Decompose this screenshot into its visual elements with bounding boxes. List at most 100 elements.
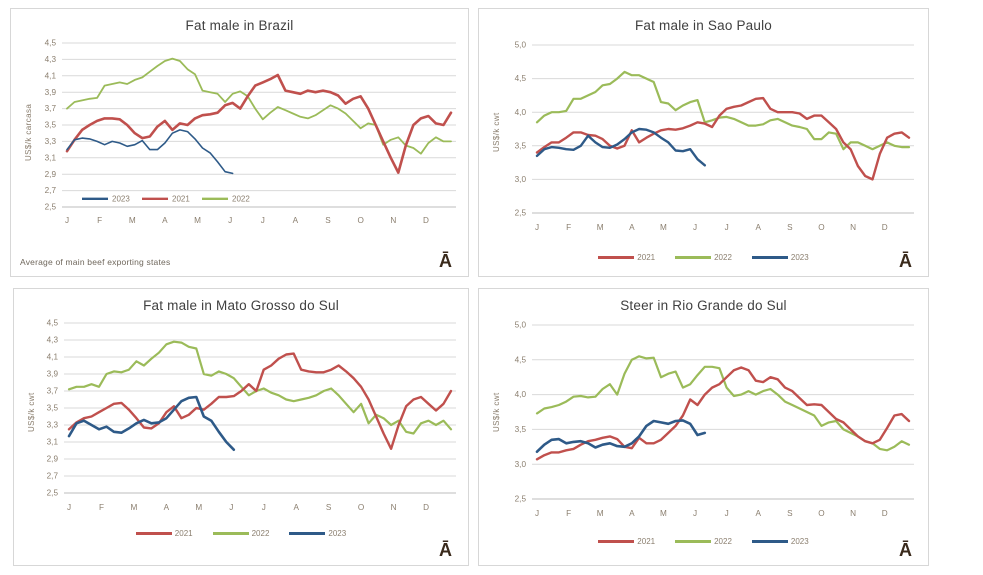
legend-label: 2023: [328, 528, 347, 538]
legend-label: 2023: [790, 252, 809, 262]
legend-label: 2023: [790, 536, 809, 546]
svg-text:D: D: [422, 216, 428, 225]
svg-text:S: S: [787, 223, 793, 232]
svg-text:2,9: 2,9: [44, 170, 56, 179]
logo-glyph: Ā: [899, 251, 912, 271]
svg-text:S: S: [787, 509, 793, 518]
legend-swatch-2021: [598, 539, 635, 543]
svg-text:O: O: [818, 223, 824, 232]
y-tick-labels: 2,5 2,7 2,9 3,1 3,3 3,5 3,7 3,9 4,1 4,3 4,5: [44, 39, 56, 212]
svg-text:J: J: [534, 509, 538, 518]
svg-text:2,5: 2,5: [514, 209, 526, 218]
svg-text:D: D: [423, 503, 429, 512]
svg-text:J: J: [262, 503, 266, 512]
svg-text:2021: 2021: [172, 194, 190, 203]
svg-text:2,7: 2,7: [47, 472, 59, 481]
y-axis-label: US$/k cwt: [492, 392, 501, 432]
chart-title-mato-grosso: Fat male in Mato Grosso do Sul: [143, 298, 339, 313]
series-2021-line: [535, 96, 910, 181]
svg-text:2,9: 2,9: [47, 455, 59, 464]
svg-text:3,0: 3,0: [514, 175, 526, 184]
legend-label: 2021: [637, 536, 656, 546]
svg-text:M: M: [195, 503, 202, 512]
svg-text:5,0: 5,0: [514, 321, 526, 330]
legend-item-2023: 2023: [289, 529, 346, 538]
svg-text:3,5: 3,5: [514, 425, 526, 434]
legend-swatch-2023: [289, 531, 326, 535]
svg-text:M: M: [194, 216, 201, 225]
svg-text:N: N: [850, 509, 856, 518]
svg-text:J: J: [228, 216, 232, 225]
legend-swatch-2023: [751, 539, 788, 543]
svg-text:2,5: 2,5: [44, 203, 56, 212]
svg-text:2,5: 2,5: [514, 495, 526, 504]
svg-text:J: J: [64, 216, 68, 225]
svg-text:3,3: 3,3: [44, 137, 56, 146]
svg-text:O: O: [357, 216, 363, 225]
svg-text:4,5: 4,5: [514, 355, 526, 364]
svg-text:F: F: [566, 223, 571, 232]
svg-text:4,5: 4,5: [44, 39, 56, 48]
svg-text:D: D: [881, 223, 887, 232]
chart-caption: Average of main beef exporting states: [20, 257, 171, 267]
legend-item-2022: 2022: [675, 253, 732, 262]
series-2021-line: [67, 352, 453, 451]
legend-inside: 2023 2021 2022: [81, 194, 250, 203]
legend-label: 2021: [637, 252, 656, 262]
legend-swatch-2022: [212, 531, 249, 535]
logo-glyph: Ā: [439, 540, 452, 560]
gridlines: [531, 44, 914, 214]
legend-item-2021: 2021: [598, 253, 655, 262]
svg-text:A: A: [164, 503, 170, 512]
legend-label: 2021: [174, 528, 193, 538]
gridlines: [531, 324, 914, 500]
chart-panel-sao-paulo: Fat male in Sao Paulo US$/k cwt 2,5 3,0 3,…: [478, 8, 929, 277]
svg-text:A: A: [292, 216, 298, 225]
svg-text:4,1: 4,1: [44, 71, 56, 80]
svg-text:2,5: 2,5: [47, 489, 59, 498]
svg-text:M: M: [128, 216, 135, 225]
svg-text:A: A: [755, 223, 761, 232]
svg-text:M: M: [660, 509, 667, 518]
y-axis-label: US$/k carcasa: [24, 103, 33, 161]
svg-text:3,9: 3,9: [44, 88, 56, 97]
svg-text:F: F: [99, 503, 104, 512]
plot-area-brazil: 2,5 2,7 2,9 3,1 3,3 3,5 3,7 3,9 4,1 4,3 4,5 J F M A M J J…: [44, 39, 456, 225]
svg-text:J: J: [67, 503, 71, 512]
series-2023-line: [535, 419, 706, 453]
svg-text:4,0: 4,0: [514, 108, 526, 117]
svg-text:3,1: 3,1: [44, 153, 56, 162]
gridlines: [64, 322, 456, 494]
legend-swatch-2021: [135, 531, 172, 535]
svg-text:4,0: 4,0: [514, 390, 526, 399]
y-tick-labels: 2,5 3,0 3,5 4,0 4,5 5,0: [514, 41, 526, 218]
svg-text:3,7: 3,7: [44, 104, 56, 113]
legend-swatch-2023: [751, 255, 788, 259]
svg-text:A: A: [293, 503, 299, 512]
svg-text:3,5: 3,5: [514, 141, 526, 150]
svg-text:S: S: [325, 216, 331, 225]
legend-swatch-2022: [675, 255, 712, 259]
svg-text:3,9: 3,9: [47, 370, 59, 379]
legend-swatch-2021: [598, 255, 635, 259]
svg-text:J: J: [692, 509, 696, 518]
legend-label: 2022: [714, 536, 732, 546]
svg-text:D: D: [881, 509, 887, 518]
chart-title-brazil: Fat male in Brazil: [185, 18, 294, 33]
svg-text:3,0: 3,0: [514, 460, 526, 469]
svg-text:A: A: [755, 509, 761, 518]
svg-text:N: N: [390, 216, 396, 225]
legend: 2021 2022 2023: [14, 526, 468, 540]
series-2023-line: [67, 395, 236, 451]
svg-text:2023: 2023: [112, 194, 130, 203]
legend-item-2022: 2022: [675, 537, 732, 546]
svg-text:J: J: [724, 509, 728, 518]
svg-text:3,1: 3,1: [47, 438, 59, 447]
y-tick-labels: 2,5 2,7 2,9 3,1 3,3 3,5 3,7 3,9 4,1 4,3 4,5: [47, 319, 59, 498]
svg-text:2022: 2022: [232, 194, 250, 203]
svg-text:4,1: 4,1: [47, 353, 59, 362]
legend: 2021 2022 2023: [479, 534, 928, 548]
series-2021-line: [65, 73, 452, 174]
